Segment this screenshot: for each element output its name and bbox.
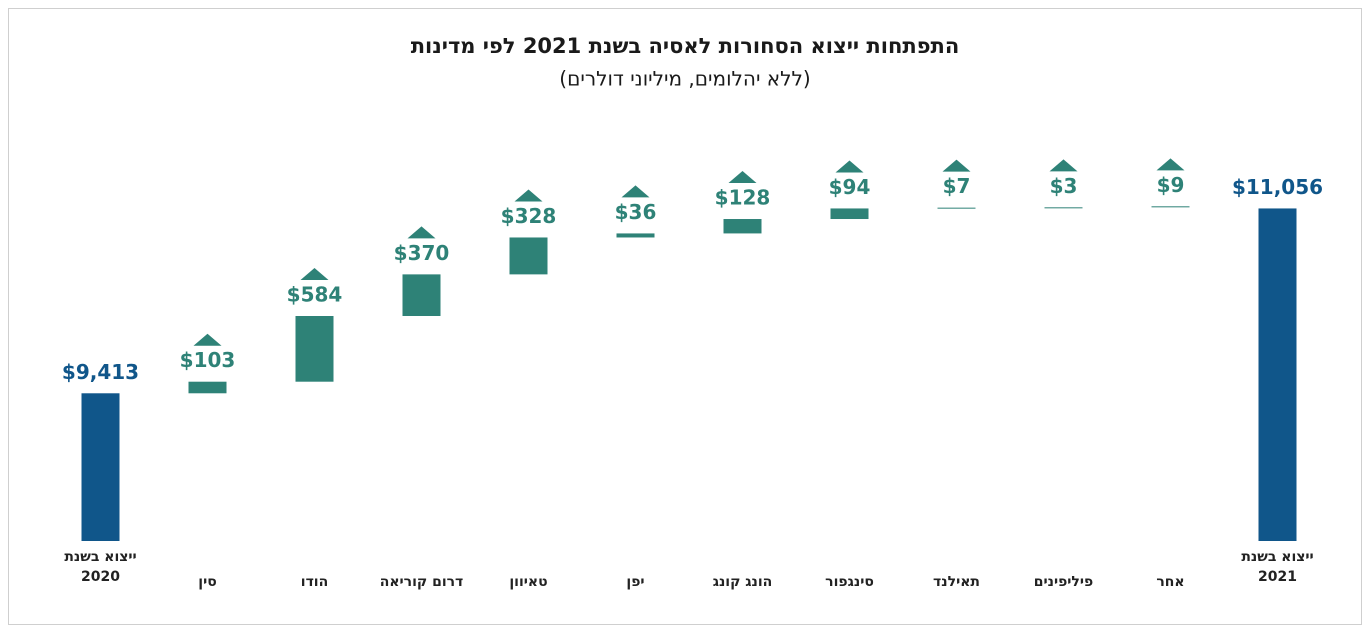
frame [8, 8, 1362, 625]
x-tick-label: ייצוא בשנת 2021 [1241, 549, 1314, 585]
value-label: $584 [287, 283, 343, 307]
chart-subtitle: (ללא יהלומים, מיליוני דולרים) [559, 67, 810, 91]
value-label: $36 [615, 200, 657, 224]
x-tick-label: הודו [300, 574, 329, 590]
increase-bar [937, 207, 976, 209]
up-arrow [1156, 158, 1185, 171]
value-label: $128 [715, 186, 771, 210]
total-bar [81, 393, 120, 541]
up-arrow [835, 160, 864, 173]
x-tick-label: יפן [626, 574, 645, 590]
value-label: $328 [501, 204, 557, 228]
total-bar [1258, 208, 1297, 541]
up-arrow [514, 189, 543, 202]
up-arrow [407, 226, 436, 239]
x-tick-label: סין [198, 574, 217, 590]
x-tick-label: תאילנד [933, 574, 980, 590]
x-tick-label: סינגפור [825, 574, 874, 590]
value-label: $11,056 [1232, 175, 1323, 199]
value-label: $3 [1050, 174, 1078, 198]
increase-bar [830, 208, 869, 220]
x-tick-label: פיליפינים [1033, 574, 1094, 590]
x-tick-label: הונג קונג [712, 574, 773, 590]
up-arrow [621, 185, 650, 198]
value-label: $7 [943, 174, 971, 198]
increase-bar [1044, 207, 1083, 209]
up-arrow [942, 159, 971, 172]
x-tick-label: ייצוא בשנת 2020 [64, 549, 137, 585]
x-tick-label: דרום קוריאה [379, 574, 464, 590]
value-label: $9,413 [62, 360, 139, 384]
value-label: $103 [180, 348, 236, 372]
increase-bar [295, 316, 334, 382]
value-label: $94 [829, 175, 871, 199]
increase-bar [1151, 206, 1190, 208]
increase-bar [616, 233, 655, 238]
x-tick-label: אחר [1156, 574, 1185, 590]
up-arrow [1049, 159, 1078, 172]
up-arrow [728, 171, 757, 184]
increase-bar [723, 219, 762, 234]
x-tick-label: טאיוון [509, 574, 548, 590]
increase-bar [188, 381, 227, 394]
chart-title: התפתחות ייצוא הסחורות לאסיה בשנת 2021 לפ… [411, 34, 960, 58]
increase-bar [509, 237, 548, 275]
value-label: $9 [1157, 173, 1185, 197]
up-arrow [300, 268, 329, 280]
up-arrow [193, 333, 222, 346]
value-label: $370 [394, 241, 450, 265]
increase-bar [402, 274, 441, 316]
